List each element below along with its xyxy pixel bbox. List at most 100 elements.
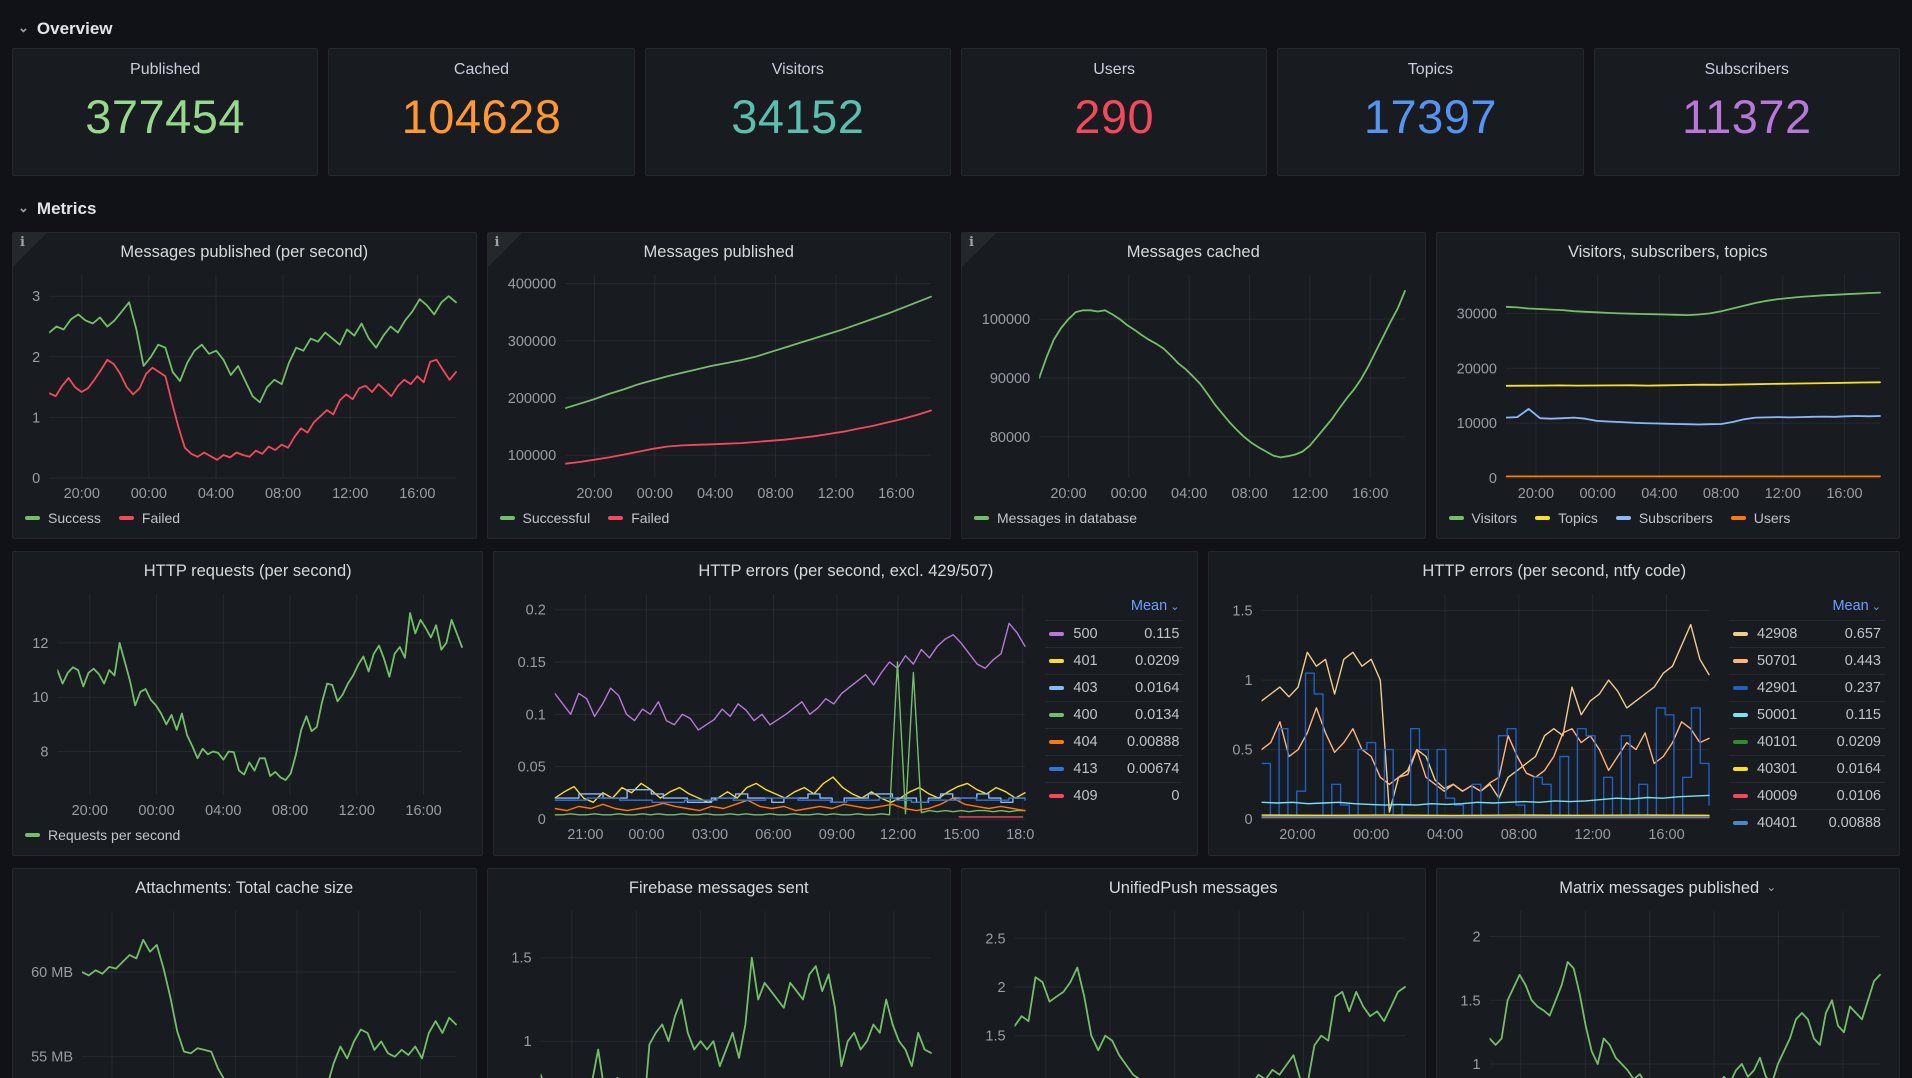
legend-item-messages-in-database[interactable]: Messages in database [974, 510, 1137, 526]
legend-row-40401[interactable]: 40401 0.00888 [1729, 809, 1885, 836]
legend-row-40009[interactable]: 40009 0.0106 [1729, 782, 1885, 809]
legend-item-success[interactable]: Success [25, 510, 101, 526]
svg-text:55 MB: 55 MB [31, 1050, 73, 1066]
legend-row-50701[interactable]: 50701 0.443 [1729, 647, 1885, 674]
chart-row-3: Attachments: Total cache size 55 MB 60 MB F… [12, 868, 1900, 1078]
panel-title-firebase-messages-sent[interactable]: Firebase messages sent [498, 875, 941, 901]
panel-title-http-errors-excl[interactable]: HTTP errors (per second, excl. 429/507) [504, 558, 1187, 584]
legend-item-successful[interactable]: Successful [499, 510, 591, 526]
svg-text:0.15: 0.15 [518, 655, 546, 671]
svg-text:00:00: 00:00 [1579, 486, 1615, 502]
chart-canvas-unifiedpush-messages[interactable]: 11.522.5 [972, 901, 1415, 1078]
chart-canvas-http-errors-ntfy[interactable]: 20:00 00:00 04:00 08:00 12:00 16:00 0 0.5 1 1.5 [1219, 584, 1719, 847]
svg-text:00:00: 00:00 [1111, 486, 1147, 502]
legend-item-failed[interactable]: Failed [608, 510, 669, 526]
section-header-metrics[interactable]: ⌄ Metrics [12, 194, 1900, 224]
chart-canvas-http-requests[interactable]: 20:00 00:00 04:00 08:00 12:00 16:00 8 10 12 [23, 584, 472, 823]
legend-label: Successful [522, 510, 591, 526]
svg-text:12:00: 12:00 [332, 486, 368, 502]
legend-item-subscribers[interactable]: Subscribers [1615, 510, 1713, 526]
legend-row-401[interactable]: 401 0.0209 [1045, 647, 1184, 674]
panel-title-text: HTTP requests (per second) [143, 561, 352, 580]
panel-title-text: Attachments: Total cache size [135, 878, 354, 897]
panel-title-unifiedpush-messages[interactable]: UnifiedPush messages [972, 875, 1415, 901]
chart-canvas-visitors-subscribers-topics[interactable]: 20:00 00:00 04:00 08:00 12:00 16:00 0 10000 2000… [1447, 265, 1890, 506]
info-icon[interactable]: i [487, 233, 522, 267]
legend-row-413[interactable]: 413 0.00674 [1045, 755, 1184, 782]
panel-title-matrix-messages-published[interactable]: Matrix messages published ⌄ [1447, 875, 1890, 901]
legend-row-40301[interactable]: 40301 0.0164 [1729, 755, 1885, 782]
legend-item-topics[interactable]: Topics [1535, 510, 1598, 526]
chart-canvas-firebase-messages-sent[interactable]: 0.511.5 [498, 901, 941, 1078]
panel-title-messages-published-rate[interactable]: Messages published (per second) [23, 239, 466, 265]
legend-label: Topics [1558, 510, 1598, 526]
chart-column: 20:00 00:00 04:00 08:00 12:00 16:00 0 1 2 3 Succes… [23, 265, 466, 530]
section-header-overview[interactable]: ⌄ Overview [12, 14, 1900, 44]
legend-row-42908[interactable]: 42908 0.657 [1729, 620, 1885, 647]
legend-mean-value: 0.0164 [1135, 680, 1180, 696]
legend-series-label: 40101 [1757, 734, 1798, 750]
legend-row-403[interactable]: 403 0.0164 [1045, 674, 1184, 701]
series-line-401 [555, 776, 1027, 803]
chart-canvas-matrix-messages-published[interactable]: 0.511.52 [1447, 901, 1890, 1078]
stat-title: Topics [1407, 61, 1454, 78]
chart-canvas-attachments-cache-size[interactable]: 55 MB 60 MB [23, 901, 466, 1078]
legend-label: Messages in database [997, 510, 1138, 526]
legend-swatch-icon [974, 516, 989, 520]
chart-canvas-messages-published-total[interactable]: 20:00 00:00 04:00 08:00 12:00 16:00 100000 2000… [498, 265, 941, 506]
legend-item-requests-per-second[interactable]: Requests per second [25, 827, 180, 843]
panel-title-attachments-cache-size[interactable]: Attachments: Total cache size [23, 875, 466, 901]
legend-row-40101[interactable]: 40101 0.0209 [1729, 728, 1885, 755]
chart-canvas-http-errors-excl[interactable]: 21:00 00:00 03:00 06:00 09:00 12:00 15:00 18:0(… [504, 584, 1035, 847]
chart-svg-http-errors-ntfy: 20:00 00:00 04:00 08:00 12:00 16:00 0 0.5 1 1.5 [1233, 594, 1711, 843]
panel-title-http-requests[interactable]: HTTP requests (per second) [23, 558, 472, 584]
legend-series-label: 404 [1073, 734, 1098, 750]
panel-title-messages-published-total[interactable]: Messages published [498, 239, 941, 265]
panel-title-http-errors-ntfy[interactable]: HTTP errors (per second, ntfy code) [1219, 558, 1889, 584]
stat-title: Published [130, 61, 201, 78]
panel-http-requests: HTTP requests (per second) 20:00 00:00 04:0… [12, 551, 484, 856]
series-line-successful [564, 295, 932, 410]
svg-text:1.5: 1.5 [1460, 993, 1480, 1009]
legend-item-visitors[interactable]: Visitors [1448, 510, 1517, 526]
stat-value: 34152 [731, 90, 865, 143]
legend-item-users[interactable]: Users [1730, 510, 1790, 526]
svg-text:04:00: 04:00 [1171, 486, 1207, 502]
stat-title: Subscribers [1704, 61, 1790, 78]
chart-column: 21:00 00:00 03:00 06:00 09:00 12:00 15:00 18:0(… [504, 584, 1035, 847]
chart-canvas-messages-published-rate[interactable]: 20:00 00:00 04:00 08:00 12:00 16:00 0 1 2 3 [23, 265, 466, 506]
info-icon[interactable]: i [13, 233, 47, 267]
legend-row-409[interactable]: 409 0 [1045, 782, 1184, 809]
legend-item-failed[interactable]: Failed [118, 510, 180, 526]
panel-title-messages-cached[interactable]: Messages cached [972, 239, 1415, 265]
legend: Visitors Topics Subscribers Users [1447, 506, 1890, 530]
legend-row-42901[interactable]: 42901 0.237 [1729, 674, 1885, 701]
panel-body: 20:00 00:00 04:00 08:00 12:00 16:00 0 0.5 1 1.5 Me… [1219, 584, 1889, 847]
legend-row-500[interactable]: 500 0.115 [1045, 620, 1184, 647]
info-icon[interactable]: i [962, 233, 996, 267]
legend-mean-value: 0.0134 [1135, 707, 1180, 723]
legend-row-400[interactable]: 400 0.0134 [1045, 701, 1184, 728]
legend-sort-mean[interactable]: Mean ⌄ [1729, 598, 1885, 620]
legend-swatch-icon [1049, 740, 1065, 744]
stat-value: 17397 [1363, 90, 1498, 143]
svg-text:100000: 100000 [982, 312, 1030, 328]
stat-row: Published 377454 Cached 104628 Visitors 34152… [12, 48, 1900, 176]
chevron-down-icon: ⌄ [18, 199, 29, 215]
legend: Success Failed [23, 506, 466, 530]
chart-canvas-messages-cached[interactable]: 20:00 00:00 04:00 08:00 12:00 16:00 80000 90000… [972, 265, 1415, 506]
legend-row-404[interactable]: 404 0.00888 [1045, 728, 1184, 755]
stat-panel-topics: Topics 17397 [1277, 48, 1584, 176]
chart-svg-firebase-messages-sent: 0.511.5 [511, 911, 932, 1078]
svg-text:16:00: 16:00 [1352, 486, 1388, 502]
legend-mean-value: 0.115 [1845, 707, 1881, 723]
panel-title-visitors-subscribers-topics[interactable]: Visitors, subscribers, topics [1447, 239, 1890, 265]
legend-row-50001[interactable]: 50001 0.115 [1729, 701, 1885, 728]
chart-svg-messages-published-rate: 20:00 00:00 04:00 08:00 12:00 16:00 0 1 2 3 [32, 275, 457, 502]
legend-sort-mean[interactable]: Mean ⌄ [1045, 598, 1183, 620]
svg-text:21:00: 21:00 [568, 827, 604, 843]
legend-label: Failed [631, 510, 670, 526]
svg-text:200000: 200000 [507, 391, 555, 407]
panel-body: 20:00 00:00 04:00 08:00 12:00 16:00 80000 90000… [972, 265, 1415, 530]
legend-series-label: 500 [1073, 626, 1098, 642]
